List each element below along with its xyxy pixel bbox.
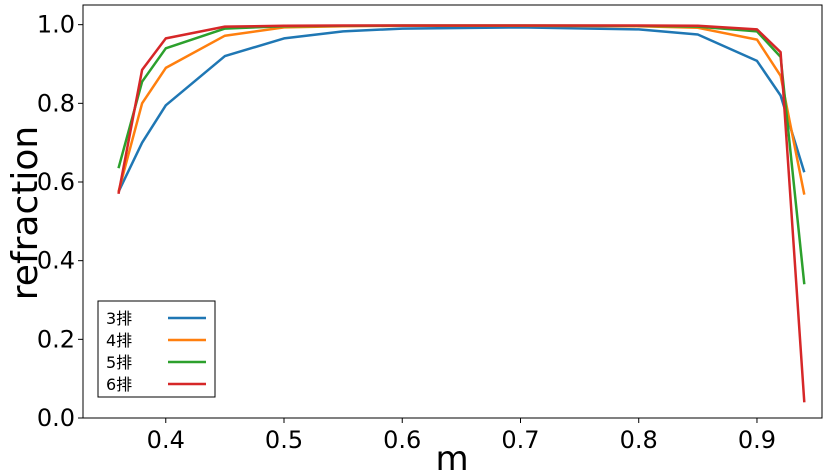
y-axis-label: refraction xyxy=(5,126,46,300)
legend-label: 4排 xyxy=(106,331,132,350)
y-tick-label: 0.6 xyxy=(37,168,75,196)
y-tick-label: 0.0 xyxy=(37,404,75,432)
x-tick-label: 0.4 xyxy=(147,426,185,454)
series-line-3 xyxy=(117,24,806,285)
x-tick-label: 0.9 xyxy=(738,426,776,454)
x-axis-label: m xyxy=(435,439,468,475)
plot-frame xyxy=(82,4,823,419)
plot-area xyxy=(82,4,823,419)
x-tick-label: 0.7 xyxy=(501,426,539,454)
y-tick-label: 1.0 xyxy=(37,11,75,39)
x-tick-label: 0.5 xyxy=(265,426,303,454)
legend-label: 6排 xyxy=(106,375,132,394)
legend: 3排 4排 5排 6排 xyxy=(97,300,216,398)
series-layer xyxy=(117,24,806,403)
legend-label: 3排 xyxy=(106,309,132,328)
series-line-1 xyxy=(117,26,806,193)
x-tick-label: 0.6 xyxy=(383,426,421,454)
y-tick-label: 0.2 xyxy=(37,325,75,353)
x-tick-label: 0.8 xyxy=(620,426,658,454)
y-tick-label: 0.8 xyxy=(37,89,75,117)
legend-label: 5排 xyxy=(106,353,132,372)
series-line-4 xyxy=(117,24,806,403)
series-line-2 xyxy=(117,24,806,195)
y-tick-label: 0.4 xyxy=(37,247,75,275)
x-axis-ticks: 0.4 0.5 0.6 0.7 0.8 0.9 xyxy=(147,418,776,454)
y-axis-ticks: 0.0 0.2 0.4 0.6 0.8 1.0 xyxy=(37,11,83,432)
